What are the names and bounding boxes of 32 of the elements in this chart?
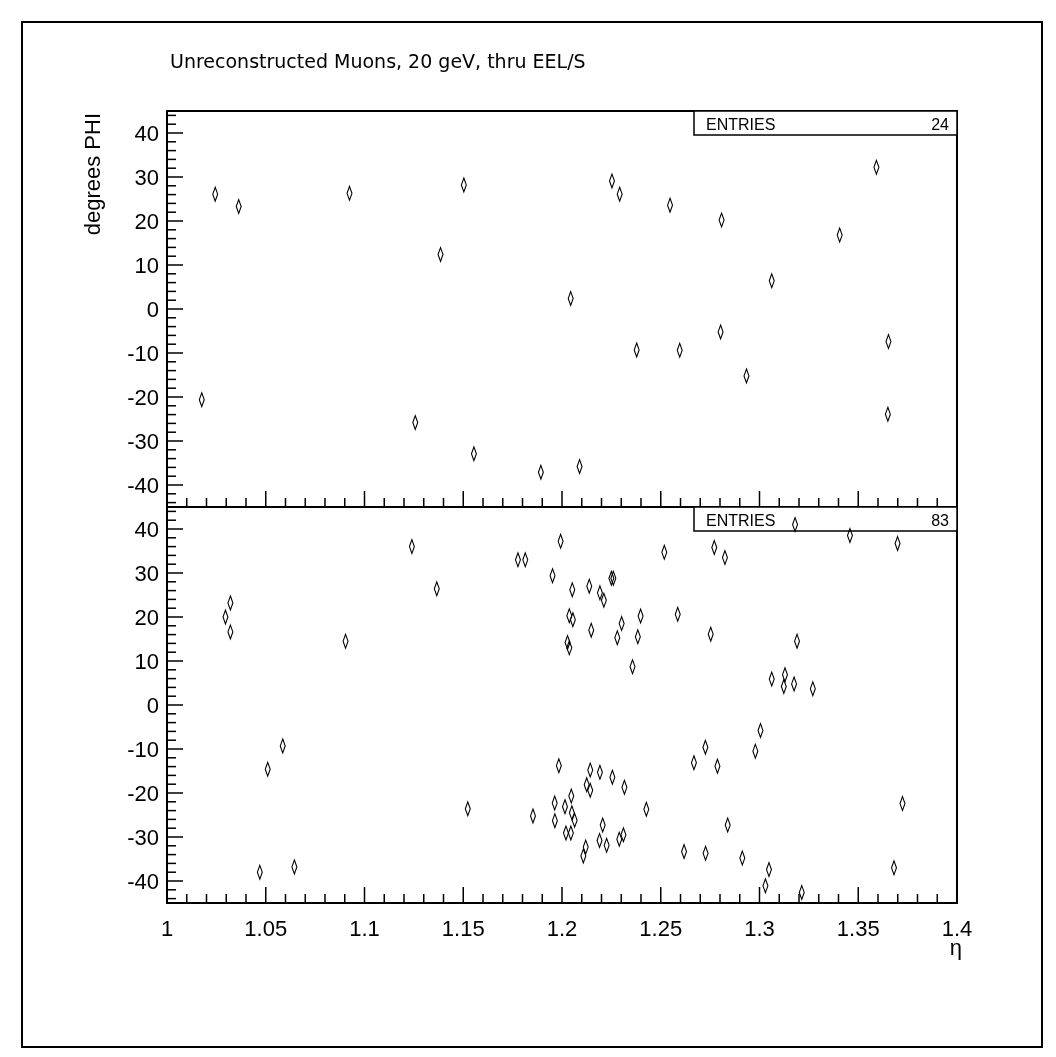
x-tick-label: 1.05 (244, 916, 288, 941)
chart-title: Unreconstructed Muons, 20 geV, thru EEL/S (170, 50, 586, 72)
x-tick-label: 1 (160, 916, 174, 941)
y-tick-label: -40 (127, 473, 159, 498)
y-tick-label: -20 (127, 781, 159, 806)
y-tick-label: -30 (127, 825, 159, 850)
y-tick-label: 30 (134, 561, 159, 586)
x-tick-label: 1.25 (639, 916, 683, 941)
annotation: ENTRIES (706, 512, 776, 529)
y-tick-label: 0 (146, 297, 159, 322)
y-tick-label: -10 (127, 341, 159, 366)
annotation: 24 (931, 116, 950, 133)
x-tick-label: 1.1 (349, 916, 380, 941)
y-tick-label: 40 (134, 517, 159, 542)
annotation: ENTRIES (706, 116, 776, 133)
y-tick-label: 10 (134, 253, 159, 278)
y-tick-label: -10 (127, 737, 159, 762)
y-tick-label: 10 (134, 649, 159, 674)
y-axis-title: degrees PHI (80, 113, 105, 236)
x-tick-label: 1.15 (441, 916, 485, 941)
y-tick-label: 30 (134, 165, 159, 190)
y-tick-label: 40 (134, 121, 159, 146)
x-tick-label: 1.3 (744, 916, 775, 941)
y-tick-label: 20 (134, 605, 159, 630)
annotation: 83 (931, 512, 950, 529)
x-tick-label: 1.2 (546, 916, 578, 941)
x-tick-label: 1.35 (836, 916, 880, 941)
y-tick-label: -20 (127, 385, 159, 410)
y-tick-label: 0 (146, 693, 159, 718)
y-tick-label: 20 (134, 209, 159, 234)
y-tick-label: -30 (127, 429, 159, 454)
y-tick-label: -40 (127, 869, 159, 894)
